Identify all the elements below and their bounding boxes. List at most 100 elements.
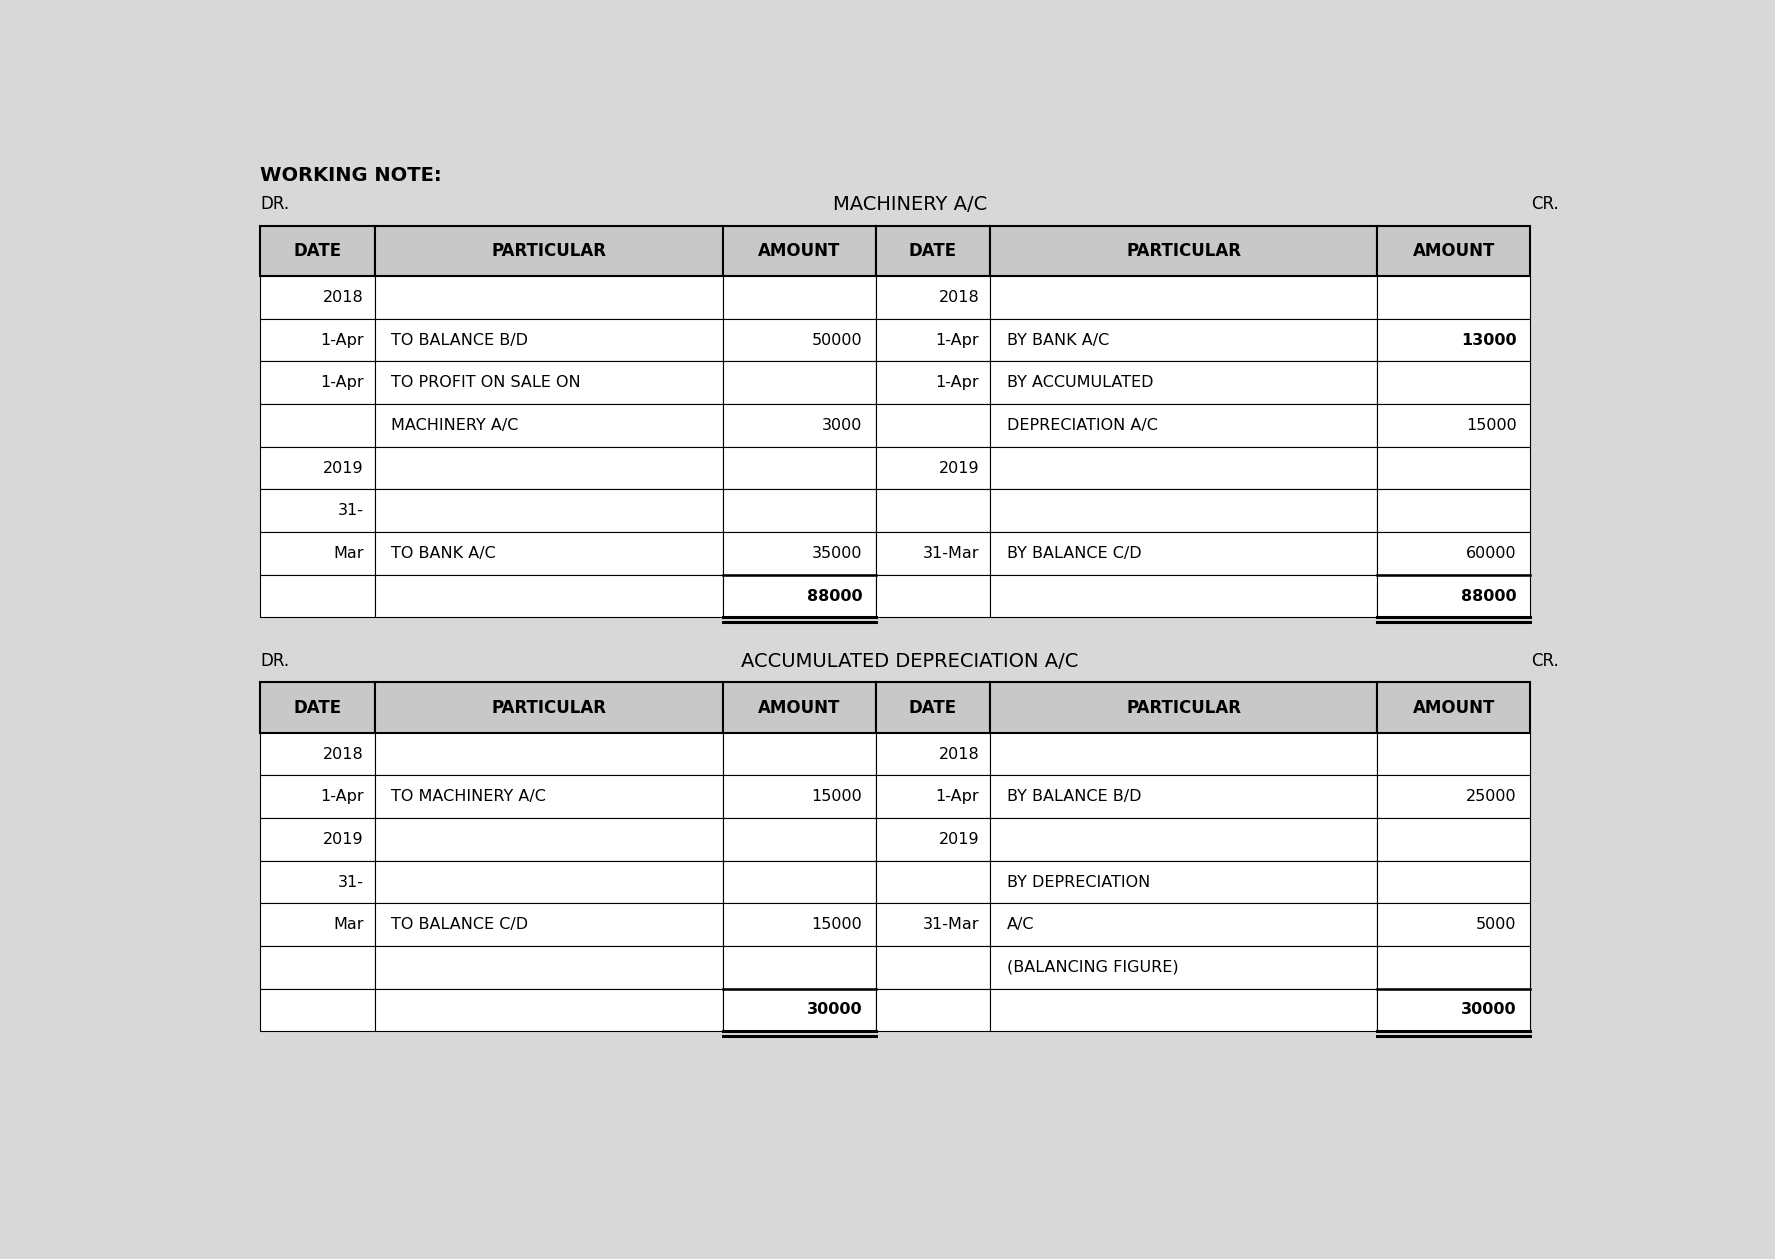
Bar [375,319,722,361]
Text: BY DEPRECIATION: BY DEPRECIATION [1006,875,1150,890]
Text: AMOUNT: AMOUNT [758,699,841,716]
Text: DR.: DR. [261,195,289,213]
Bar [375,404,722,447]
Text: 2019: 2019 [323,461,364,476]
Bar [875,776,990,818]
Bar [990,776,1377,818]
Bar [990,682,1377,733]
Bar [722,225,875,276]
Text: BY ACCUMULATED: BY ACCUMULATED [1006,375,1154,390]
Bar [1377,225,1530,276]
Bar [875,733,990,776]
Bar [990,319,1377,361]
Text: 13000: 13000 [1461,332,1516,347]
Bar [375,447,722,490]
Bar [990,733,1377,776]
Text: WORKING NOTE:: WORKING NOTE: [261,166,442,185]
Text: CR.: CR. [1532,652,1558,670]
Bar [375,490,722,533]
Bar [375,361,722,404]
Bar [1377,490,1530,533]
Text: 88000: 88000 [806,588,863,603]
Text: ACCUMULATED DEPRECIATION A/C: ACCUMULATED DEPRECIATION A/C [740,651,1079,671]
Text: 2018: 2018 [323,747,364,762]
Bar [722,319,875,361]
Text: 88000: 88000 [1461,588,1516,603]
Bar [1377,733,1530,776]
Bar [1377,946,1530,988]
Bar [990,574,1377,617]
Bar [722,904,875,946]
Bar [722,404,875,447]
Text: 2018: 2018 [939,290,980,305]
Bar [261,533,375,574]
Text: BY BALANCE B/D: BY BALANCE B/D [1006,789,1141,805]
Bar [261,904,375,946]
Bar [990,276,1377,319]
Bar [875,225,990,276]
Bar [722,682,875,733]
Bar [990,988,1377,1031]
Text: CR.: CR. [1532,195,1558,213]
Text: TO BANK A/C: TO BANK A/C [390,546,495,562]
Text: Mar: Mar [334,918,364,932]
Text: 1-Apr: 1-Apr [935,375,980,390]
Bar [722,574,875,617]
Bar [261,404,375,447]
Bar [261,733,375,776]
Bar [1377,776,1530,818]
Bar [990,490,1377,533]
Bar [990,904,1377,946]
Bar [1377,904,1530,946]
Text: AMOUNT: AMOUNT [758,242,841,259]
Bar [990,447,1377,490]
Bar [1377,861,1530,904]
Bar [722,533,875,574]
Text: BY BANK A/C: BY BANK A/C [1006,332,1109,347]
Text: DEPRECIATION A/C: DEPRECIATION A/C [1006,418,1157,433]
Text: AMOUNT: AMOUNT [1413,699,1495,716]
Bar [375,776,722,818]
Bar [375,682,722,733]
Text: 15000: 15000 [811,918,863,932]
Text: TO PROFIT ON SALE ON: TO PROFIT ON SALE ON [390,375,580,390]
Bar [875,490,990,533]
Text: DR.: DR. [261,652,289,670]
Bar [375,818,722,861]
Text: TO BALANCE B/D: TO BALANCE B/D [390,332,529,347]
Text: 31-: 31- [337,875,364,890]
Text: 15000: 15000 [811,789,863,805]
Bar [1377,682,1530,733]
Text: 1-Apr: 1-Apr [935,789,980,805]
Bar [722,447,875,490]
Text: TO MACHINERY A/C: TO MACHINERY A/C [390,789,547,805]
Bar [875,682,990,733]
Text: 1-Apr: 1-Apr [320,375,364,390]
Text: A/C: A/C [1006,918,1035,932]
Text: MACHINERY A/C: MACHINERY A/C [390,418,518,433]
Text: 1-Apr: 1-Apr [320,789,364,805]
Text: PARTICULAR: PARTICULAR [492,242,607,259]
Bar [875,361,990,404]
Text: Mar: Mar [334,546,364,562]
Bar [875,447,990,490]
Bar [990,861,1377,904]
Text: DATE: DATE [293,699,341,716]
Text: 31-: 31- [337,504,364,519]
Bar [875,319,990,361]
Text: 3000: 3000 [822,418,863,433]
Text: TO BALANCE C/D: TO BALANCE C/D [390,918,529,932]
Bar [722,946,875,988]
Bar [875,861,990,904]
Bar [1377,574,1530,617]
Bar [1377,319,1530,361]
Bar [261,490,375,533]
Text: 30000: 30000 [806,1002,863,1017]
Text: 2018: 2018 [939,747,980,762]
Text: DATE: DATE [909,242,957,259]
Text: 2019: 2019 [323,832,364,847]
Bar [375,946,722,988]
Bar [375,225,722,276]
Bar [375,733,722,776]
Text: 60000: 60000 [1466,546,1516,562]
